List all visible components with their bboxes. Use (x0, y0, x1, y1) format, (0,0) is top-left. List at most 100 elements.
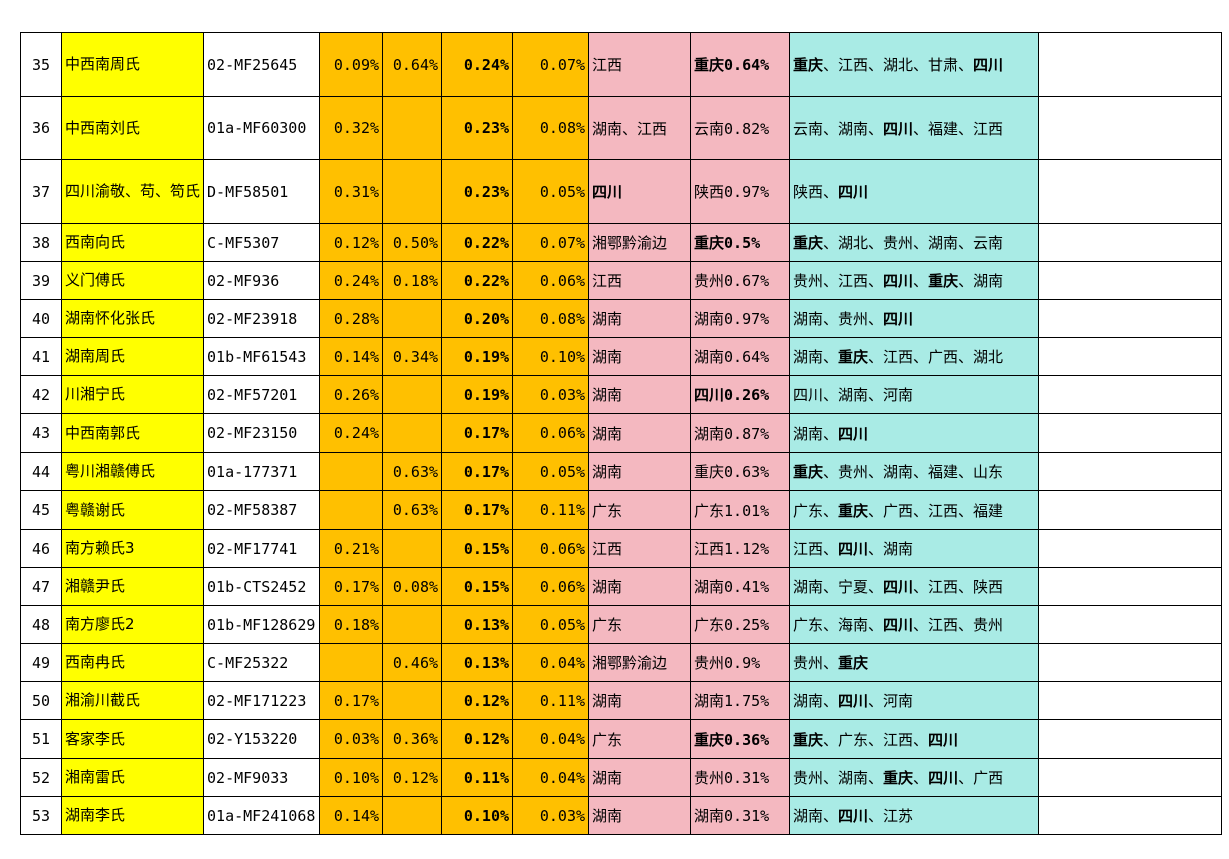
haplogroup-code-cell: 01b-CTS2452 (203, 567, 321, 606)
origin-region-cell: 四川 (588, 159, 692, 224)
province-segment: 重庆 (838, 501, 869, 520)
province-segment: 贵州、 (793, 654, 839, 672)
empty-cell (1038, 490, 1223, 530)
empty-cell (1038, 413, 1223, 453)
percent-d-cell: 0.04% (512, 758, 590, 797)
origin-region-cell: 湘鄂黔渝边 (588, 643, 692, 682)
row-index-cell: 53 (20, 796, 62, 835)
percent-a-cell: 0.18% (319, 605, 384, 644)
percent-total-cell: 0.17% (441, 452, 514, 491)
percent-total-cell: 0.13% (441, 643, 514, 682)
row-index-cell: 38 (20, 223, 62, 262)
table-body: 35 中西南周氏 02-MF25645 0.09% 0.64% 0.24% 0.07% 江西重… (20, 32, 1223, 835)
province-distribution-cell: 湖南、四川 (789, 413, 1040, 453)
province-segment: 四川 (838, 807, 869, 825)
province-segment: 、贵州、湖南、福建、山东 (823, 463, 1004, 481)
surname-cell: 湘渝川截氏 (60, 681, 205, 720)
percent-b-cell (382, 605, 443, 644)
empty-cell (1038, 96, 1223, 160)
province-segment: 、 (913, 272, 929, 290)
province-segment: 四川 (928, 769, 959, 787)
origin-region-cell: 湖南 (588, 567, 692, 606)
province-segment: 四川 (883, 616, 914, 634)
province-distribution-cell: 湖南、四川、江苏 (789, 796, 1040, 835)
haplogroup-code-cell: 01b-MF128629 (203, 605, 321, 644)
top-province-cell: 贵州0.67% (690, 261, 791, 300)
province-segment: 湖南、贵州、 (793, 310, 884, 328)
origin-region-cell: 湖南 (588, 796, 692, 835)
empty-cell (1038, 605, 1223, 644)
province-segment: 、湖南 (958, 272, 1004, 290)
top-province-cell: 贵州0.31% (690, 758, 791, 797)
top-province-cell: 湖南0.97% (690, 299, 791, 338)
table-row: 40 湖南怀化张氏 02-MF23918 0.28% 0.20% 0.08% 湖南 湖南0.9… (20, 299, 1223, 338)
origin-region-cell: 湖南 (588, 299, 692, 338)
province-segment: 重庆 (793, 730, 824, 749)
province-distribution-cell: 湖南、重庆、江西、广西、湖北 (789, 337, 1040, 376)
surname-cell: 中西南刘氏 (60, 96, 205, 160)
haplogroup-code-cell: 02-Y153220 (203, 719, 321, 759)
percent-total-cell: 0.17% (441, 490, 514, 530)
empty-cell (1038, 529, 1223, 568)
origin-region-cell: 广东 (588, 490, 692, 530)
percent-a-cell: 0.24% (319, 413, 384, 453)
percent-total-cell: 0.10% (441, 796, 514, 835)
origin-region-cell: 湖南 (588, 452, 692, 491)
row-index-cell: 43 (20, 413, 62, 453)
percent-d-cell: 0.05% (512, 159, 590, 224)
province-segment: 湖南、 (793, 348, 839, 366)
haplogroup-code-cell: 02-MF23918 (203, 299, 321, 338)
haplogroup-code-cell: 02-MF25645 (203, 32, 321, 97)
province-distribution-cell: 贵州、湖南、重庆、四川、广西 (789, 758, 1040, 797)
percent-total-cell: 0.12% (441, 681, 514, 720)
row-index-cell: 36 (20, 96, 62, 160)
province-distribution-cell: 广东、海南、四川、江西、贵州 (789, 605, 1040, 644)
province-segment: 广东、海南、 (793, 616, 884, 634)
percent-a-cell: 0.17% (319, 567, 384, 606)
province-segment: 四川 (973, 56, 1004, 74)
province-segment: 、江苏 (868, 807, 914, 825)
table-row: 44 粤川湘赣傅氏 01a-177371 0.63% 0.17% 0.05% 湖南 重庆0.6… (20, 452, 1223, 491)
table-row: 37 四川渝敬、苟、笱氏 D-MF58501 0.31% 0.23% 0.05% 四川 陕西0… (20, 159, 1223, 224)
percent-d-cell: 0.05% (512, 605, 590, 644)
province-segment: 、湖南 (868, 540, 914, 558)
origin-region-cell: 广东 (588, 605, 692, 644)
province-segment: 贵州、江西、 (793, 272, 884, 290)
empty-cell (1038, 299, 1223, 338)
percent-a-cell: 0.28% (319, 299, 384, 338)
empty-cell (1038, 796, 1223, 835)
province-segment: 重庆 (793, 56, 824, 74)
province-segment: 四川 (883, 119, 914, 138)
origin-region-cell: 湖南 (588, 337, 692, 376)
row-index-cell: 47 (20, 567, 62, 606)
row-index-cell: 49 (20, 643, 62, 682)
province-segment: 重庆 (793, 234, 824, 252)
percent-a-cell (319, 452, 384, 491)
percent-total-cell: 0.23% (441, 96, 514, 160)
province-segment: 四川 (883, 578, 914, 596)
percent-d-cell: 0.06% (512, 261, 590, 300)
province-distribution-cell: 重庆、广东、江西、四川 (789, 719, 1040, 759)
percent-total-cell: 0.24% (441, 32, 514, 97)
empty-cell (1038, 223, 1223, 262)
table-row: 43 中西南郭氏 02-MF23150 0.24% 0.17% 0.06% 湖南 湖南0.87… (20, 413, 1223, 453)
top-province-cell: 陕西0.97% (690, 159, 791, 224)
haplogroup-code-cell: 02-MF9033 (203, 758, 321, 797)
empty-cell (1038, 719, 1223, 759)
surname-cell: 粤赣谢氏 (60, 490, 205, 530)
province-segment: 重庆 (883, 769, 914, 787)
surname-cell: 湖南周氏 (60, 337, 205, 376)
surname-cell: 湘南雷氏 (60, 758, 205, 797)
percent-a-cell: 0.21% (319, 529, 384, 568)
province-segment: 、江西、贵州 (913, 616, 1004, 634)
province-segment: 云南、湖南、 (793, 119, 884, 138)
haplogroup-code-cell: 02-MF23150 (203, 413, 321, 453)
province-segment: 四川 (838, 692, 869, 710)
surname-cell: 川湘宁氏 (60, 375, 205, 414)
percent-a-cell: 0.09% (319, 32, 384, 97)
percent-a-cell: 0.31% (319, 159, 384, 224)
haplogroup-code-cell: 02-MF57201 (203, 375, 321, 414)
origin-region-cell: 江西 (588, 529, 692, 568)
row-index-cell: 44 (20, 452, 62, 491)
top-province-cell: 云南0.82% (690, 96, 791, 160)
